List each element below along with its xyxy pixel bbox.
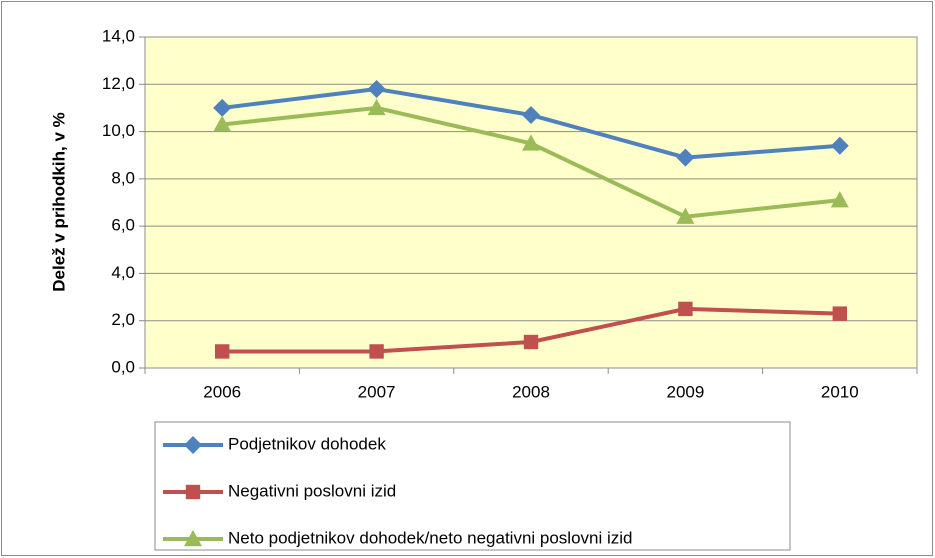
- y-tick-label: 4,0: [111, 263, 135, 282]
- data-point: [676, 148, 695, 167]
- y-tick-label: 14,0: [102, 26, 135, 45]
- y-tick-label: 0,0: [111, 357, 135, 376]
- x-tick-label: 2007: [358, 382, 396, 401]
- x-tick-label: 2008: [512, 382, 550, 401]
- data-point: [523, 334, 539, 350]
- legend-label: Neto podjetnikov dohodek/neto negativni …: [228, 528, 633, 547]
- data-point: [367, 80, 386, 99]
- data-point: [369, 344, 384, 359]
- legend-marker: [185, 484, 201, 500]
- data-point: [678, 301, 693, 317]
- x-tick-label: 2006: [203, 382, 241, 401]
- data-point: [832, 306, 847, 321]
- legend-marker: [184, 530, 202, 547]
- data-point: [830, 136, 849, 155]
- data-point: [522, 134, 540, 151]
- x-tick-label: 2009: [666, 382, 704, 401]
- legend-label: Podjetnikov dohodek: [228, 434, 386, 453]
- data-point: [213, 98, 232, 117]
- y-tick-label: 2,0: [111, 310, 135, 329]
- y-axis-label: Delež v prihodkih, v %: [49, 112, 68, 292]
- data-point: [215, 344, 230, 359]
- data-point: [830, 191, 849, 208]
- y-tick-label: 12,0: [102, 74, 135, 93]
- legend-marker: [184, 436, 202, 454]
- y-tick-label: 10,0: [102, 121, 135, 140]
- x-tick-label: 2010: [821, 382, 859, 401]
- data-point: [676, 207, 695, 224]
- y-tick-label: 6,0: [111, 216, 135, 235]
- data-point: [522, 106, 540, 125]
- legend-box: [154, 421, 791, 551]
- data-point: [367, 98, 386, 116]
- legend-label: Negativni poslovni izid: [228, 481, 396, 500]
- data-point: [213, 115, 232, 132]
- y-tick-label: 8,0: [111, 168, 135, 187]
